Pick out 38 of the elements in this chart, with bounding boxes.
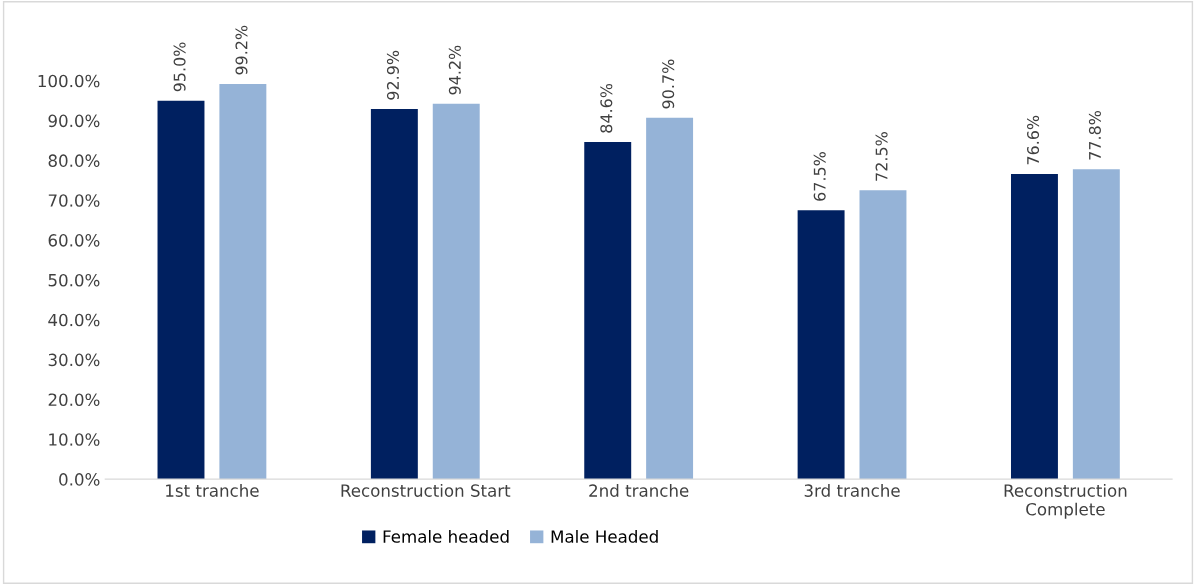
y-tick-label: 100.0% — [38, 74, 100, 88]
bar — [432, 103, 480, 480]
bar — [157, 100, 205, 480]
data-label: 92.9% — [386, 50, 399, 100]
bar — [1072, 169, 1120, 480]
legend-label: Male Headed — [551, 529, 658, 543]
data-label: 76.6% — [1027, 115, 1040, 165]
bar — [1010, 173, 1058, 480]
data-label: 95.0% — [173, 42, 186, 92]
y-tick-label: 10.0% — [49, 433, 100, 446]
x-tick-label: 3rd tranche — [804, 483, 900, 497]
y-tick-label: 80.0% — [48, 154, 100, 167]
data-label: 77.8% — [1088, 110, 1101, 160]
bar — [797, 210, 845, 480]
x-tick-label: Reconstruction Start — [341, 483, 511, 497]
data-label: 84.6% — [600, 83, 613, 133]
y-tick-label: 0.0% — [59, 473, 100, 486]
x-tick-label: 2nd tranche — [589, 483, 689, 497]
data-label: 67.5% — [813, 152, 826, 201]
legend-label: Female headed — [383, 529, 509, 543]
bar — [859, 190, 907, 480]
y-tick-label: 90.0% — [48, 114, 100, 128]
y-tick-label: 20.0% — [48, 393, 100, 407]
bar — [584, 142, 632, 480]
y-tick-label: 60.0% — [48, 234, 100, 247]
data-label: 72.5% — [875, 132, 888, 181]
y-tick-label: 50.0% — [48, 273, 100, 287]
y-tick-label: 40.0% — [48, 313, 100, 327]
bar — [646, 117, 694, 480]
data-label: 94.2% — [448, 45, 461, 95]
data-label: 99.2% — [235, 25, 248, 75]
data-label: 90.7% — [662, 59, 675, 109]
y-tick-label: 70.0% — [48, 194, 100, 207]
x-tick-label: Reconstruction Complete — [1004, 483, 1127, 519]
bar — [370, 109, 418, 480]
y-tick-label: 30.0% — [48, 353, 100, 367]
x-tick-label: 1st tranche — [166, 483, 259, 497]
bar — [219, 83, 267, 480]
